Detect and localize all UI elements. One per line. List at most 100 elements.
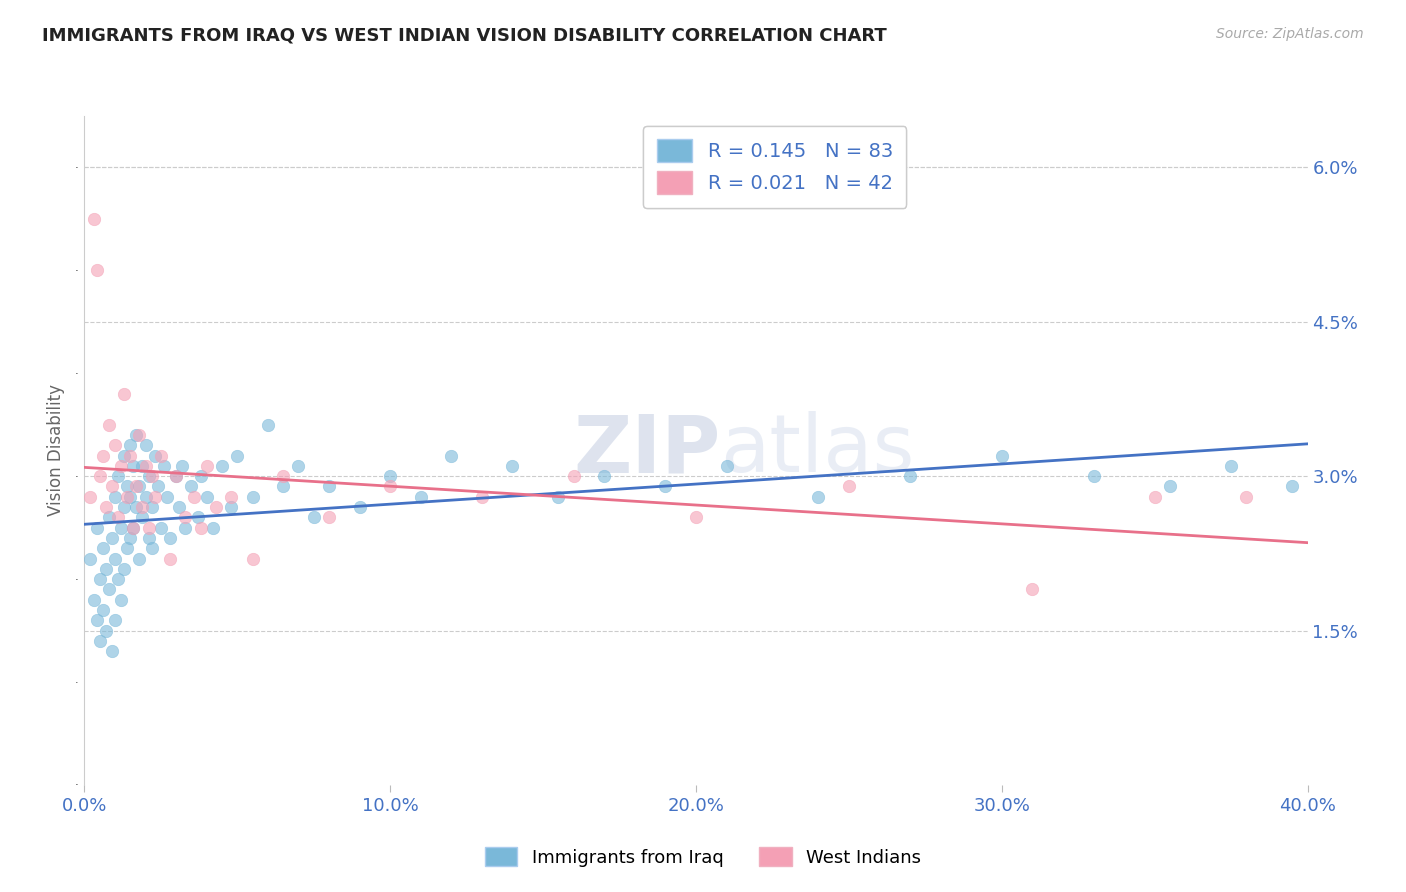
Point (174, 510, 197, 524)
Point (180, 479, 202, 493)
Point (135, 438, 157, 452)
Point (159, 531, 181, 545)
Point (131, 510, 153, 524)
Point (83, 211, 105, 226)
Point (101, 644, 124, 658)
Point (165, 469, 187, 483)
Text: atlas: atlas (720, 411, 915, 490)
Point (159, 551, 181, 566)
Point (91, 603, 114, 617)
Text: Source: ZipAtlas.com: Source: ZipAtlas.com (1216, 27, 1364, 41)
Point (112, 562, 135, 576)
Point (167, 500, 190, 514)
Point (86, 521, 108, 535)
Y-axis label: Vision Disability: Vision Disability (48, 384, 65, 516)
Point (183, 490, 205, 504)
Point (1083, 469, 1105, 483)
Point (349, 500, 371, 514)
Point (94, 500, 117, 514)
Point (110, 458, 132, 473)
Text: IMMIGRANTS FROM IRAQ VS WEST INDIAN VISION DISABILITY CORRELATION CHART: IMMIGRANTS FROM IRAQ VS WEST INDIAN VISI… (42, 27, 887, 45)
Point (101, 479, 124, 493)
Point (110, 592, 132, 607)
Point (716, 458, 738, 473)
Point (101, 531, 124, 545)
Point (271, 479, 294, 493)
Point (1236, 490, 1258, 504)
Point (502, 458, 524, 473)
Point (219, 500, 242, 514)
Point (898, 469, 921, 483)
Point (318, 479, 340, 493)
Point (195, 490, 218, 504)
Point (138, 531, 160, 545)
Point (190, 521, 212, 535)
Point (186, 510, 208, 524)
Point (91, 541, 114, 556)
Point (1220, 458, 1243, 473)
Point (149, 449, 172, 463)
Point (110, 521, 132, 535)
Point (141, 541, 163, 556)
Point (97, 582, 120, 597)
Point (120, 438, 142, 452)
Point (380, 469, 402, 483)
Point (205, 500, 228, 514)
Point (195, 458, 218, 473)
Point (89, 469, 111, 483)
Point (112, 500, 135, 514)
Point (440, 449, 463, 463)
Point (125, 500, 148, 514)
Point (97, 510, 120, 524)
Point (131, 500, 153, 514)
Point (107, 510, 129, 524)
Point (125, 479, 148, 493)
Point (104, 438, 127, 452)
Point (547, 490, 569, 504)
Point (149, 521, 172, 535)
Point (190, 469, 212, 483)
Point (226, 449, 249, 463)
Point (122, 521, 145, 535)
Point (120, 531, 142, 545)
Point (302, 510, 325, 524)
Point (211, 458, 233, 473)
Point (380, 479, 402, 493)
Point (141, 469, 163, 483)
Point (242, 551, 264, 566)
Point (122, 521, 145, 535)
Point (112, 387, 135, 401)
Point (115, 541, 138, 556)
Point (131, 458, 153, 473)
Point (409, 490, 432, 504)
Legend: R = 0.145   N = 83, R = 0.021   N = 42: R = 0.145 N = 83, R = 0.021 N = 42 (644, 126, 907, 208)
Point (562, 469, 585, 483)
Point (107, 469, 129, 483)
Point (94, 624, 117, 638)
Point (128, 551, 150, 566)
Point (156, 490, 179, 504)
Point (79, 551, 101, 566)
Point (120, 449, 142, 463)
Point (838, 479, 860, 493)
Point (79, 490, 101, 504)
Text: ZIP: ZIP (574, 411, 720, 490)
Point (141, 500, 163, 514)
Point (287, 458, 309, 473)
Point (201, 521, 224, 535)
Point (242, 490, 264, 504)
Point (112, 449, 135, 463)
Point (219, 490, 242, 504)
Point (83, 592, 105, 607)
Point (1159, 479, 1181, 493)
Point (97, 417, 120, 432)
Point (115, 490, 138, 504)
Point (104, 613, 127, 627)
Point (1021, 582, 1043, 597)
Point (471, 490, 494, 504)
Point (271, 469, 294, 483)
Point (128, 428, 150, 442)
Point (125, 428, 148, 442)
Point (165, 469, 187, 483)
Point (122, 458, 145, 473)
